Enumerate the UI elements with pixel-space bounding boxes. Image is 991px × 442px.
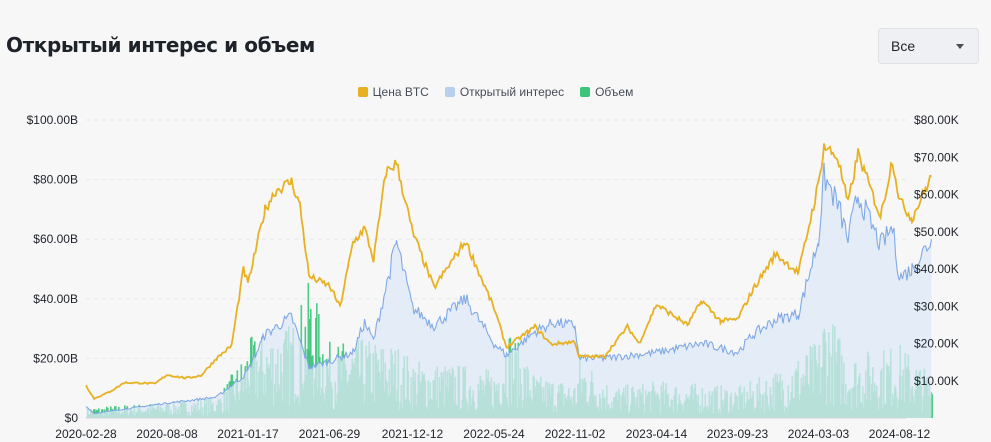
btc-price-line xyxy=(85,143,932,401)
y-left-tick-label: $40.00B xyxy=(33,292,78,306)
y-right-tick-label: $10.00K xyxy=(914,374,959,388)
y-left-tick-label: $0 xyxy=(65,411,79,425)
y-right-tick-label: $60.00K xyxy=(914,188,959,202)
x-tick-label: 2022-05-24 xyxy=(463,427,525,441)
y-left-tick-label: $60.00B xyxy=(33,232,78,246)
y-left-tick-label: $100.00B xyxy=(27,113,78,127)
y-left-axis: $0 $20.00B $40.00B $60.00B $80.00B $100.00B xyxy=(27,113,79,425)
open-interest-line xyxy=(85,162,933,415)
y-right-axis: $10.00K $20.00K $30.00K $40.00K $50.00K $60.0… xyxy=(914,113,959,388)
y-left-tick-label: $20.00B xyxy=(33,351,78,365)
legend-item-price[interactable]: Цена BTC xyxy=(357,85,429,99)
x-axis: 2020-02-28 2020-08-08 2021-01-17 2021-06-29… xyxy=(55,427,930,441)
x-tick-label: 2023-09-23 xyxy=(707,427,769,441)
y-left-tick-label: $80.00B xyxy=(33,173,78,187)
x-tick-label: 2023-04-14 xyxy=(626,427,688,441)
y-right-tick-label: $30.00K xyxy=(914,299,959,313)
x-tick-label: 2024-03-03 xyxy=(788,427,850,441)
chevron-down-icon xyxy=(956,43,964,49)
x-tick-label: 2020-08-08 xyxy=(136,427,198,441)
volume-bar xyxy=(307,282,310,418)
volume-bar xyxy=(310,309,312,418)
x-tick-label: 2021-06-29 xyxy=(299,427,361,441)
legend-swatch-volume xyxy=(580,87,591,97)
range-select[interactable]: Все xyxy=(878,28,979,64)
volume-bar xyxy=(931,394,934,418)
legend-swatch-open-interest xyxy=(444,87,455,97)
y-right-tick-label: $50.00K xyxy=(914,225,959,239)
x-tick-label: 2021-12-12 xyxy=(382,427,444,441)
x-tick-label: 2020-02-28 xyxy=(55,427,117,441)
legend-label-open-interest: Открытый интерес xyxy=(459,85,565,99)
legend-swatch-price xyxy=(357,87,368,97)
y-right-tick-label: $40.00K xyxy=(914,262,959,276)
legend-label-price: Цена BTC xyxy=(372,85,429,99)
volume-bar xyxy=(316,303,318,418)
legend-label-volume: Объем xyxy=(595,85,634,99)
open-interest-area xyxy=(86,162,932,418)
x-tick-label: 2024-08-12 xyxy=(869,427,931,441)
page-title: Открытый интерес и объем xyxy=(6,33,315,57)
chart-legend: Цена BTC Открытый интерес Объем xyxy=(0,85,991,99)
x-tick-label: 2022-11-02 xyxy=(545,427,606,441)
y-right-tick-label: $20.00K xyxy=(914,337,959,351)
legend-item-open-interest[interactable]: Открытый интерес xyxy=(444,85,565,99)
y-right-tick-label: $80.00K xyxy=(914,113,959,127)
y-right-tick-label: $70.00K xyxy=(914,150,959,164)
legend-item-volume[interactable]: Объем xyxy=(580,85,633,99)
range-select-value: Все xyxy=(891,38,916,54)
x-tick-label: 2021-01-17 xyxy=(217,427,279,441)
